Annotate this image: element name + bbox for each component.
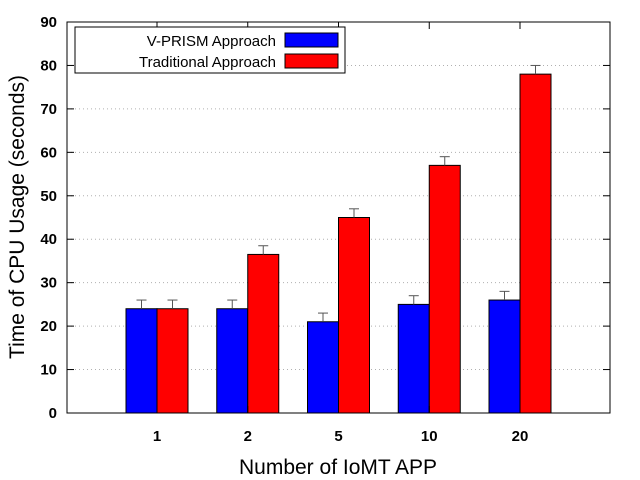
y-tick-label: 70 [40,101,57,118]
legend-label-traditional: Traditional Approach [139,54,276,71]
y-tick-label: 0 [49,405,57,422]
x-axis-ticks: 1 2 5 10 20 [153,22,529,445]
x-tick-label: 1 [153,428,161,445]
legend-swatch-traditional [284,53,339,69]
bar-vprism [125,308,158,414]
y-tick-label: 60 [40,144,57,161]
y-tick-label: 40 [40,231,57,248]
bar-vprism [307,321,339,414]
y-tick-label: 50 [40,188,57,205]
legend: V-PRISM Approach Traditional Approach [74,26,346,74]
x-axis-title: Number of IoMT APP [239,456,437,479]
bar-traditional [519,73,552,414]
bar-vprism [488,299,521,414]
bar-vprism [216,308,249,414]
bar-traditional [247,253,280,414]
error-bars [136,64,541,322]
y-tick-label: 20 [40,318,57,335]
legend-swatch-vprism [284,32,339,48]
bar-traditional [428,164,461,414]
y-tick-label: 10 [40,362,57,379]
y-axis-title: Time of CPU Usage (seconds) [6,75,29,359]
y-tick-label: 90 [40,14,57,31]
x-tick-label: 2 [244,428,252,445]
bars [125,73,552,414]
y-tick-label: 30 [40,275,57,292]
legend-label-vprism: V-PRISM Approach [147,33,276,50]
bar-traditional [156,308,189,414]
x-tick-label: 20 [512,428,529,445]
bar-vprism [397,303,430,414]
y-tick-label: 80 [40,57,57,74]
x-tick-label: 10 [421,428,438,445]
bar-traditional [338,217,370,414]
x-tick-label: 5 [334,428,342,445]
y-axis-ticks: 0 10 20 30 40 50 60 70 80 90 [40,14,610,422]
